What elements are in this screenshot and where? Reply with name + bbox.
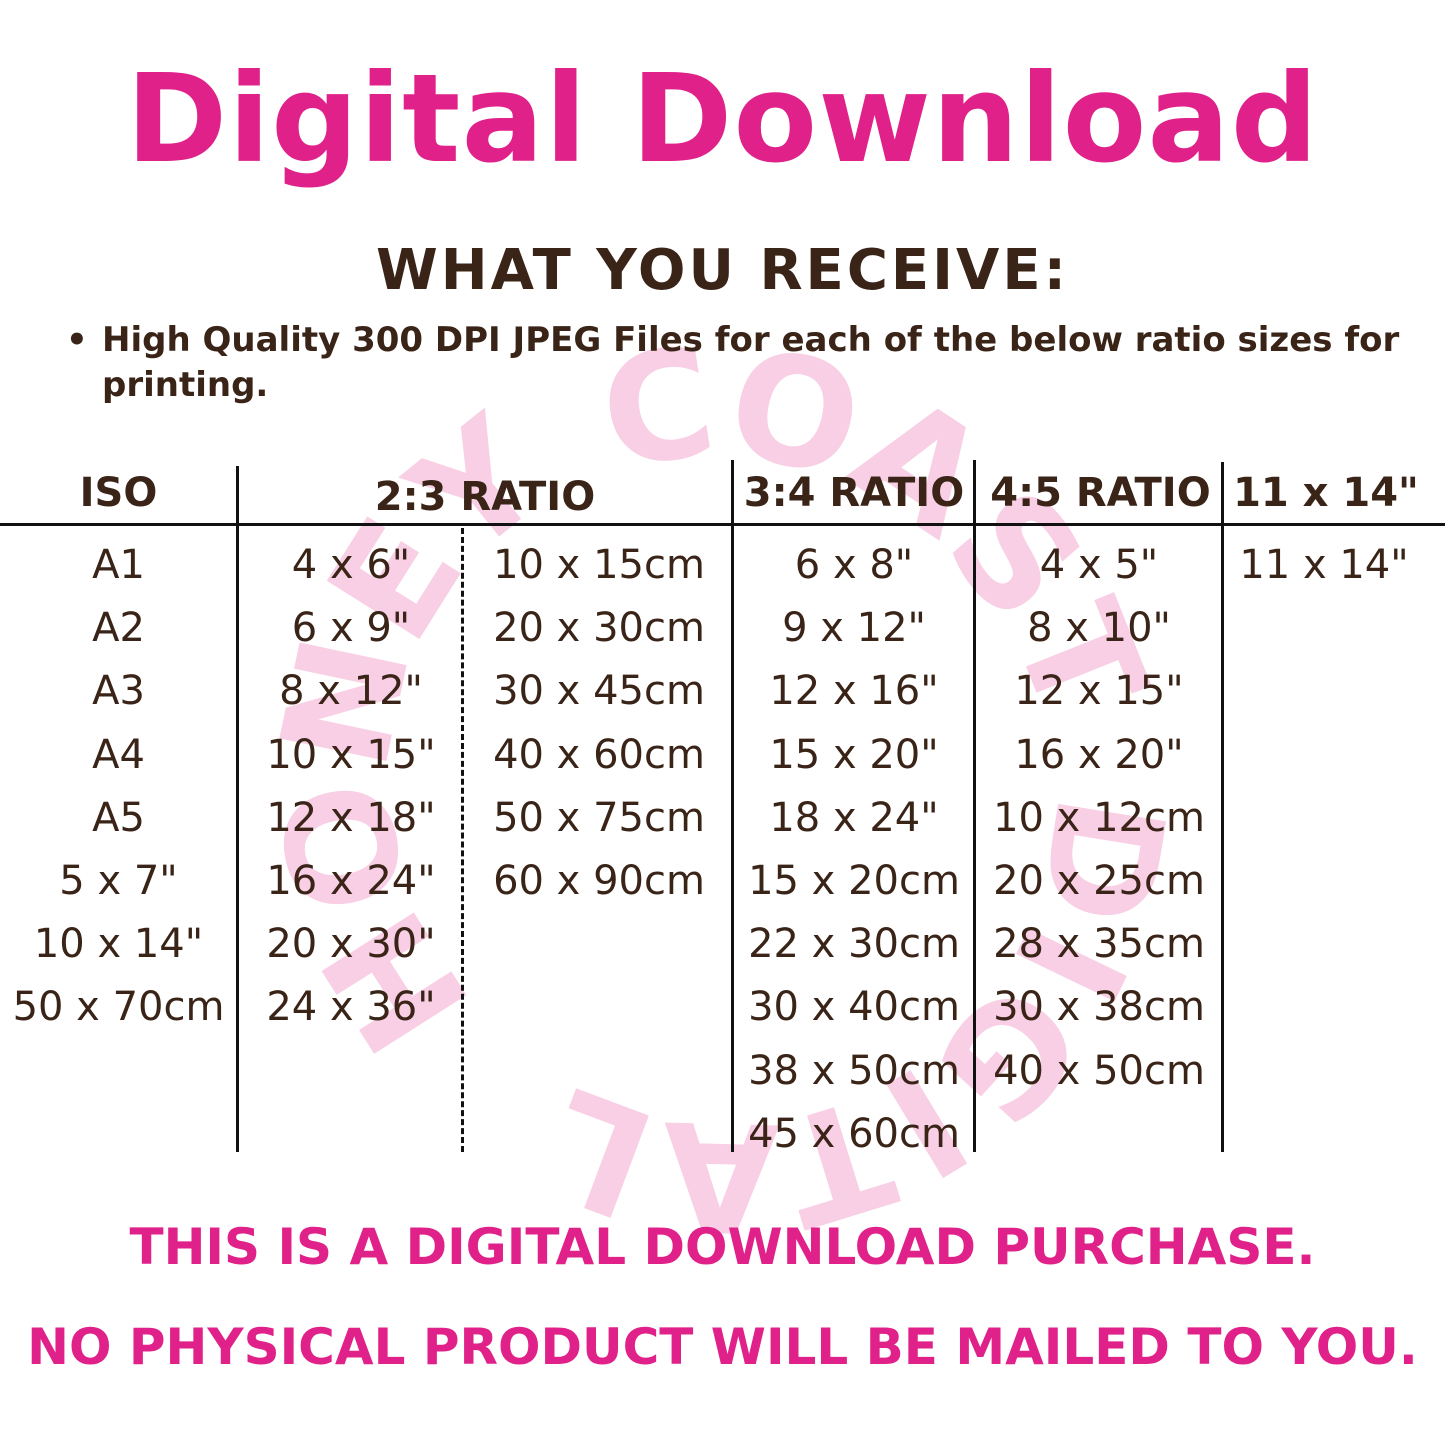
bullet-item: • High Quality 300 DPI JPEG Files for ea… xyxy=(66,318,1426,408)
table-cell: 60 x 90cm xyxy=(493,858,705,905)
table-cell: A5 xyxy=(92,794,145,841)
bullet-text: High Quality 300 DPI JPEG Files for each… xyxy=(102,320,1400,405)
bullet-dot-icon: • xyxy=(66,320,88,360)
table-cell: 4 x 5" xyxy=(1039,542,1159,588)
table-cell: 50 x 70cm xyxy=(12,984,225,1031)
header-iso: ISO xyxy=(79,470,158,516)
table-cell: 40 x 60cm xyxy=(493,731,705,778)
table-cell: 30 x 45cm xyxy=(493,668,705,715)
column-divider xyxy=(236,466,239,1152)
table-cell: 18 x 24" xyxy=(769,794,939,841)
column-11x14: 11 x 14" xyxy=(1224,534,1424,597)
table-cell: 15 x 20cm xyxy=(748,858,960,905)
table-cell: 28 x 35cm xyxy=(993,921,1205,968)
table-cell: 12 x 16" xyxy=(769,668,939,715)
table-cell: 12 x 18" xyxy=(266,794,436,841)
table-cell: 45 x 60cm xyxy=(748,1110,960,1157)
table-cell: A4 xyxy=(92,731,145,778)
table-cell: 30 x 40cm xyxy=(748,984,960,1031)
table-cell: A3 xyxy=(92,668,145,715)
header-3-4-ratio: 3:4 RATIO xyxy=(743,470,965,516)
header-4-5-ratio: 4:5 RATIO xyxy=(990,470,1211,516)
header-2-3-ratio: 2:3 RATIO xyxy=(374,474,596,520)
column-divider xyxy=(731,460,734,1152)
table-cell: 15 x 20" xyxy=(769,731,939,778)
table-cell: 24 x 36" xyxy=(266,984,436,1031)
table-cell: 16 x 20" xyxy=(1014,731,1184,778)
table-cell: 22 x 30cm xyxy=(748,921,960,968)
column-2-3-inches: 4 x 6" 6 x 9" 8 x 12" 10 x 15" 12 x 18" 16 x … xyxy=(240,534,462,1040)
table-cell: 8 x 12" xyxy=(279,668,423,715)
section-heading: WHAT YOU RECEIVE: xyxy=(375,238,1069,303)
column-4-5: 4 x 5" 8 x 10" 12 x 15" 16 x 20" 10 x 12cm 20… xyxy=(976,534,1222,1103)
table-cell: 30 x 38cm xyxy=(993,984,1205,1031)
table-cell: 10 x 12cm xyxy=(993,794,1205,841)
column-divider xyxy=(1221,462,1224,1152)
table-cell: 20 x 25cm xyxy=(993,858,1205,905)
table-cell: 5 x 7" xyxy=(59,858,178,905)
table-cell: 10 x 15" xyxy=(266,731,436,778)
table-cell: 50 x 75cm xyxy=(493,794,705,841)
table-cell: 6 x 8" xyxy=(794,542,914,588)
table-cell: 40 x 50cm xyxy=(993,1047,1205,1094)
column-2-3-cm: 10 x 15cm 20 x 30cm 30 x 45cm 40 x 60cm 50 x… xyxy=(465,534,733,913)
table-cell: 8 x 10" xyxy=(1027,605,1171,652)
table-cell: A1 xyxy=(92,542,145,588)
column-3-4: 6 x 8" 9 x 12" 12 x 16" 15 x 20" 18 x 24" 15 … xyxy=(734,534,974,1166)
table-cell: 16 x 24" xyxy=(266,858,436,905)
table-cell: 11 x 14" xyxy=(1239,542,1409,588)
header-11x14: 11 x 14" xyxy=(1233,470,1419,516)
column-divider xyxy=(973,460,976,1152)
column-iso: A1 A2 A3 A4 A5 5 x 7" 10 x 14" 50 x 70cm xyxy=(0,534,237,1040)
table-cell: 6 x 9" xyxy=(291,605,411,652)
footer-notice-2: NO PHYSICAL PRODUCT WILL BE MAILED TO YO… xyxy=(27,1318,1418,1376)
table-cell: 12 x 15" xyxy=(1014,668,1184,715)
footer-notice-1: THIS IS A DIGITAL DOWNLOAD PURCHASE. xyxy=(129,1218,1316,1276)
table-cell: 9 x 12" xyxy=(782,605,926,652)
table-cell: 10 x 14" xyxy=(33,921,204,968)
table-cell: 10 x 15cm xyxy=(493,542,705,588)
table-cell: A2 xyxy=(92,605,145,652)
table-cell: 20 x 30cm xyxy=(493,605,705,652)
table-cell: 4 x 6" xyxy=(291,542,411,588)
table-cell: 38 x 50cm xyxy=(748,1047,960,1094)
header-divider xyxy=(0,523,1445,526)
dashed-column-divider xyxy=(461,528,464,1152)
table-cell: 20 x 30" xyxy=(266,921,436,968)
page-title: Digital Download xyxy=(125,48,1320,190)
